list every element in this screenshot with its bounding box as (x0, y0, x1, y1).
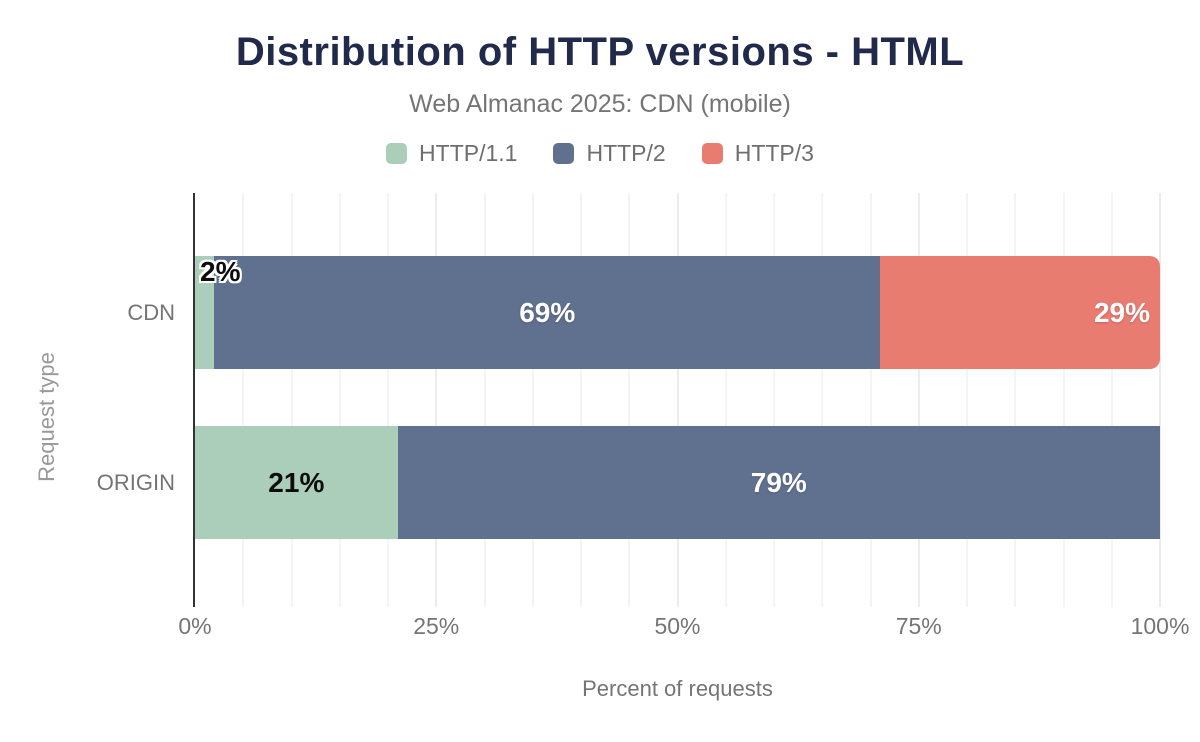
chart-subtitle: Web Almanac 2025: CDN (mobile) (409, 90, 791, 118)
bar-row-cdn: CDN 2% 69% 29% (127, 256, 1160, 369)
gridline-minor (724, 193, 727, 607)
category-label-origin: ORIGIN (96, 469, 175, 495)
legend-swatch-icon (701, 143, 723, 164)
x-tick-label: 25% (413, 613, 460, 639)
bar-segment-origin-http-1.1: 21% (195, 426, 398, 539)
gridline-major (1159, 193, 1161, 607)
y-axis-title: Request type (34, 352, 59, 482)
bar-segment-cdn-http-3: 29% (880, 256, 1160, 369)
gridline-minor (338, 193, 341, 607)
gridline-minor (531, 193, 534, 607)
bar-row-origin: ORIGIN 21% 79% (97, 426, 1160, 539)
y-axis-line (193, 193, 195, 607)
gridline-minor (483, 193, 486, 607)
x-tick-label: 100% (1130, 613, 1190, 639)
gridline-minor (1062, 193, 1065, 607)
legend-swatch-icon (553, 143, 575, 164)
gridline-minor (773, 193, 775, 607)
legend-label: HTTP/3 (734, 140, 814, 166)
x-tick-label: 50% (654, 613, 701, 639)
legend-swatch-icon (386, 143, 408, 164)
data-label: 79% (750, 466, 807, 498)
gridline-minor (966, 193, 968, 607)
legend-label: HTTP/1.1 (419, 140, 518, 166)
gridline-minor (242, 193, 245, 607)
x-tick-label: 75% (895, 613, 942, 639)
category-label-cdn: CDN (127, 299, 175, 325)
bar-segment-origin-http-2: 79% (397, 426, 1160, 539)
chart-title: Distribution of HTTP versions - HTML (235, 30, 965, 74)
x-tick-label: 0% (178, 613, 212, 639)
gridline-minor (1014, 193, 1017, 607)
legend-item-http-1.1[interactable]: HTTP/1.1 (386, 140, 517, 167)
bar-segment-cdn-http-1.1 (195, 256, 215, 369)
plot-area: CDN 2% 69% 29% ORIGIN 21% 79% 0% 25% 50% 75% 100% … (97, 193, 1189, 701)
gridline-minor (628, 193, 631, 607)
gridline-major (435, 193, 438, 607)
legend: HTTP/1.1 HTTP/2 HTTP/3 (0, 140, 1200, 167)
gridline-minor (821, 193, 824, 607)
gridline-minor (290, 193, 293, 607)
data-label: 29% (1093, 296, 1150, 328)
data-label: 21% (268, 466, 325, 498)
gridline-minor (580, 193, 582, 607)
legend-item-http-3[interactable]: HTTP/3 (701, 140, 814, 167)
bar-segment-cdn-http-2: 69% (214, 256, 881, 369)
gridline-minor (1110, 193, 1113, 607)
gridline-minor (869, 193, 872, 607)
data-label: 69% (519, 296, 576, 328)
data-label: 2% (200, 256, 241, 287)
gridline-major (917, 193, 920, 607)
legend-label: HTTP/2 (586, 140, 666, 166)
gridline-minor (387, 193, 389, 607)
gridline-major (676, 193, 679, 607)
legend-item-http-2[interactable]: HTTP/2 (553, 140, 666, 167)
x-axis-title: Percent of requests (582, 676, 773, 701)
